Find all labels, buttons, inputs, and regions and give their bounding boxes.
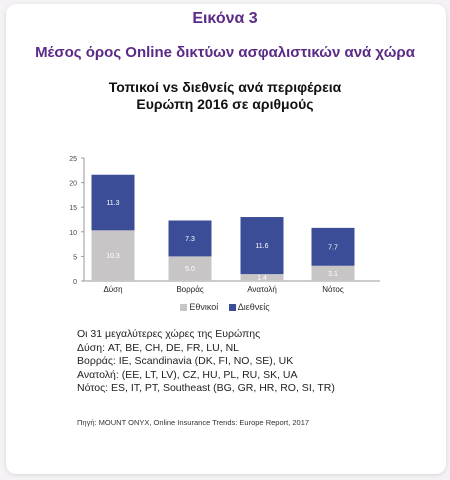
figure-card [6, 4, 446, 474]
bar-international [168, 220, 212, 257]
chart-title-line-2: Ευρώπη 2016 σε αριθμούς [136, 96, 314, 112]
x-tick-label: Νότος [322, 285, 344, 294]
legend-label-national: Εθνικοί [189, 302, 219, 312]
data-label: 3.1 [328, 271, 338, 278]
y-tick-label: 10 [69, 230, 77, 237]
legend-swatch-international [228, 304, 236, 312]
chart-legend: Εθνικοί Διεθνείς [0, 302, 450, 312]
legend-item-national: Εθνικοί [180, 302, 218, 312]
legend-swatch-national [180, 304, 188, 312]
bar-international [91, 174, 135, 231]
data-label: 5.0 [185, 266, 195, 273]
y-tick-label: 0 [73, 279, 77, 286]
note-line: Οι 31 μεγαλύτερες χώρες της Ευρώπης [77, 328, 261, 340]
legend-label-international: Διεθνείς [237, 302, 270, 312]
data-label: 7.3 [185, 236, 195, 243]
note-line: Ανατολή: (EE, LT, LV), CZ, HU, PL, RU, S… [77, 368, 298, 381]
bar-national [168, 256, 212, 281]
data-label: 7.7 [328, 244, 338, 251]
y-tick-label: 25 [69, 156, 77, 163]
notes-block: Οι 31 μεγαλύτερες χώρες της Ευρώπης Δύση… [77, 328, 335, 396]
data-label: 11.6 [255, 243, 268, 250]
bar-national [311, 265, 355, 281]
bar-international [240, 217, 284, 275]
data-label: 11.3 [106, 200, 119, 207]
source-note: Πηγή: MOUNT ONYX, Online Insurance Trend… [77, 418, 310, 427]
chart-title-line-1: Τοπικοί vs διεθνείς ανά περιφέρεια [108, 79, 342, 95]
bar-national [91, 230, 135, 281]
note-line: Δύση: AT, BE, CH, DE, FR, LU, NL [77, 341, 239, 354]
legend-item-international: Διεθνείς [228, 302, 270, 312]
bar-international [311, 227, 355, 266]
y-tick-label: 5 [73, 254, 77, 261]
note-line: Βορράς: IE, Scandinavia (DK, FI, NO, SE)… [77, 355, 294, 368]
data-label: 1.4 [257, 275, 267, 282]
x-tick-label: Βορράς [176, 285, 204, 294]
chart-title: Τοπικοί vs διεθνείς ανά περιφέρεια Ευρώπ… [0, 79, 450, 113]
x-tick-label: Δύση [103, 285, 122, 294]
y-tick-label: 20 [69, 181, 77, 188]
figure-title: Εικόνα 3 [192, 10, 258, 27]
y-tick-label: 15 [69, 205, 77, 212]
bar-national [240, 274, 284, 281]
note-line: Νότος: ES, IT, PT, Southeast (BG, GR, HR… [77, 382, 335, 395]
x-tick-label: Ανατολή [247, 285, 277, 294]
figure-subtitle: Μέσος όρος Online δικτύων ασφαλιστικών α… [35, 44, 415, 61]
data-label: 10.3 [106, 253, 120, 260]
